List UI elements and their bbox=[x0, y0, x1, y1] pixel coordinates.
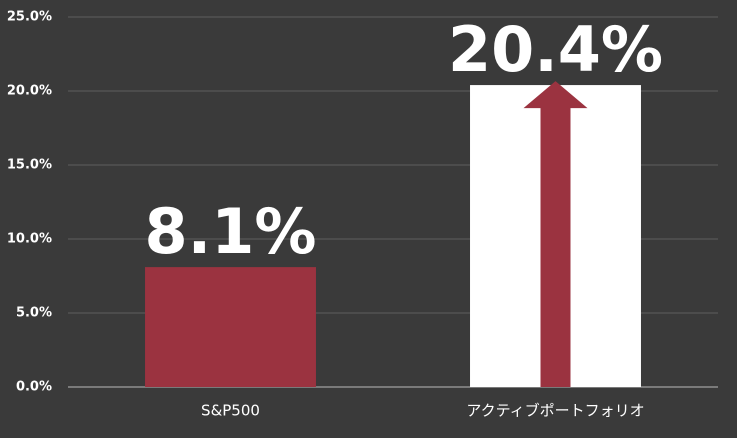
value-label: 20.4% bbox=[448, 13, 663, 86]
x-tick-label: S&P500 bbox=[201, 402, 260, 420]
y-tick-label: 10.0% bbox=[7, 232, 52, 247]
y-tick-label: 25.0% bbox=[7, 10, 52, 25]
growth-arrow bbox=[523, 81, 588, 387]
y-tick-label: 5.0% bbox=[16, 306, 52, 321]
y-tick-label: 0.0% bbox=[16, 380, 52, 395]
x-tick-label: アクティブポートフォリオ bbox=[466, 402, 644, 420]
value-label: 8.1% bbox=[145, 195, 317, 268]
bar bbox=[145, 267, 316, 387]
y-tick-label: 20.0% bbox=[7, 84, 52, 99]
y-tick-label: 15.0% bbox=[7, 158, 52, 173]
